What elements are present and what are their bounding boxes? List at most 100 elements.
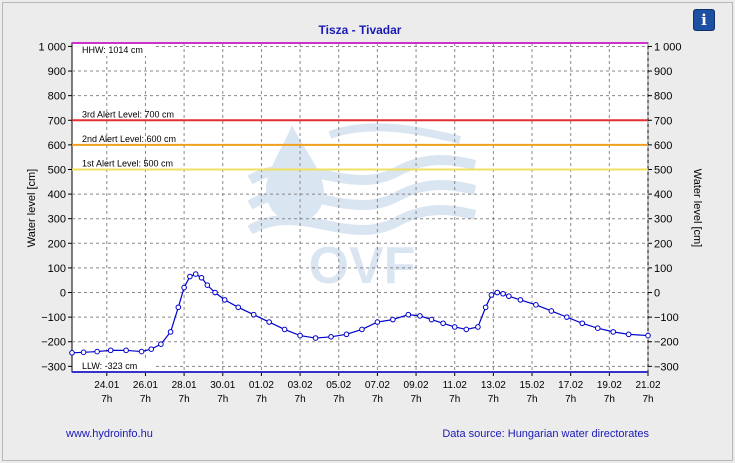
- x-tick-label-date: 05.02: [326, 380, 351, 391]
- y-tick-label-right: 0: [654, 288, 660, 300]
- x-tick-label-time: 7h: [526, 394, 537, 405]
- x-tick-label-time: 7h: [410, 394, 421, 405]
- data-point: [123, 347, 129, 354]
- y-tick-label-left: −200: [41, 337, 66, 349]
- x-tick-label-time: 7h: [140, 394, 151, 405]
- data-point: [494, 289, 501, 296]
- data-point: [463, 326, 470, 333]
- x-tick-label-time: 7h: [101, 394, 112, 405]
- y-tick-label-right: 900: [654, 66, 672, 78]
- data-point: [312, 335, 319, 341]
- x-tick-label-date: 24.01: [94, 380, 119, 391]
- y-tick-label-left: −300: [41, 361, 66, 373]
- data-point: [475, 324, 481, 330]
- x-tick-label-time: 7h: [333, 394, 344, 405]
- x-tick-label-time: 7h: [488, 394, 499, 405]
- reference-line-label: 3rd Alert Level: 700 cm: [82, 109, 174, 119]
- data-point: [533, 302, 539, 308]
- data-point: [625, 331, 632, 338]
- data-point: [579, 320, 586, 327]
- x-tick-label-date: 26.01: [133, 380, 158, 391]
- data-point: [517, 297, 524, 303]
- data-point: [359, 326, 365, 333]
- y-tick-label-right: −300: [654, 361, 679, 373]
- y-tick-label-left: 800: [48, 91, 66, 103]
- data-point: [343, 331, 350, 338]
- y-tick-label-left: 100: [48, 263, 66, 275]
- data-point: [281, 326, 288, 333]
- data-point: [148, 346, 155, 352]
- data-point: [181, 284, 187, 291]
- data-point: [80, 349, 87, 356]
- y-tick-label-right: 500: [654, 164, 672, 176]
- x-tick-label-time: 7h: [449, 394, 460, 405]
- data-point: [440, 320, 446, 327]
- x-tick-label-time: 7h: [295, 394, 306, 405]
- x-tick-label-time: 7h: [179, 394, 190, 405]
- y-tick-label-right: 100: [654, 263, 672, 275]
- data-point: [204, 282, 211, 288]
- chart-title: Tisza - Tivadar: [319, 23, 402, 37]
- x-tick-label-time: 7h: [642, 394, 653, 405]
- data-point: [138, 348, 145, 355]
- x-tick-label-date: 30.01: [210, 380, 235, 391]
- x-tick-label-date: 13.02: [481, 380, 506, 391]
- data-point: [610, 329, 617, 335]
- x-tick-label-date: 15.02: [520, 380, 545, 391]
- data-point: [390, 316, 396, 323]
- x-tick-label-time: 7h: [372, 394, 383, 405]
- y-tick-label-left: 900: [48, 66, 66, 78]
- data-point: [158, 341, 164, 347]
- website-link[interactable]: www.hydroinfo.hu: [66, 428, 153, 440]
- data-point: [374, 319, 381, 325]
- y-tick-label-right: −200: [654, 337, 679, 349]
- y-tick-label-left: −100: [41, 312, 66, 324]
- x-tick-label-date: 21.02: [635, 380, 660, 391]
- x-tick-label-date: 28.01: [172, 380, 197, 391]
- data-point: [428, 316, 435, 323]
- data-point: [167, 329, 174, 335]
- data-point: [221, 297, 228, 303]
- x-tick-label-date: 09.02: [404, 380, 429, 391]
- data-point: [500, 290, 506, 297]
- data-point: [94, 348, 100, 355]
- watermark-text: OVF: [309, 237, 416, 295]
- data-point: [187, 273, 193, 280]
- x-tick-label-date: 07.02: [365, 380, 390, 391]
- data-point: [506, 293, 512, 300]
- y-tick-label-right: 200: [654, 238, 672, 250]
- data-point: [297, 332, 303, 339]
- y-tick-label-left: 700: [48, 115, 66, 127]
- y-tick-label-right: −100: [654, 312, 679, 324]
- x-tick-label-date: 03.02: [288, 380, 313, 391]
- data-point: [594, 325, 601, 331]
- y-axis-label-left: Water level [cm]: [26, 169, 38, 247]
- data-point: [69, 350, 75, 356]
- data-point: [107, 347, 114, 354]
- data-point: [488, 292, 495, 298]
- y-tick-label-right: 700: [654, 115, 672, 127]
- y-tick-label-left: 500: [48, 164, 66, 176]
- y-tick-label-left: 1 000: [38, 41, 66, 53]
- y-tick-label-left: 200: [48, 238, 66, 250]
- y-tick-label-left: 600: [48, 140, 66, 152]
- data-point: [564, 314, 570, 320]
- x-tick-label-date: 01.02: [249, 380, 274, 391]
- data-point: [266, 319, 272, 325]
- y-tick-label-right: 1 000: [654, 41, 682, 53]
- data-point: [212, 289, 218, 296]
- x-tick-label-time: 7h: [256, 394, 267, 405]
- reference-line-label: HHW: 1014 cm: [82, 45, 143, 55]
- x-tick-label-time: 7h: [217, 394, 228, 405]
- data-point: [175, 304, 182, 311]
- info-icon[interactable]: i: [693, 9, 715, 31]
- x-tick-label-time: 7h: [565, 394, 576, 405]
- x-tick-label-date: 17.02: [558, 380, 583, 391]
- data-point: [451, 324, 458, 330]
- plot-area: OVF −300 −300 −200 −200 −100 −100 0 0 100 100 200 20…: [38, 41, 681, 405]
- y-tick-label-right: 300: [654, 214, 672, 226]
- y-tick-label-left: 400: [48, 189, 66, 201]
- data-point: [192, 271, 199, 277]
- x-tick-label-date: 11.02: [443, 380, 468, 391]
